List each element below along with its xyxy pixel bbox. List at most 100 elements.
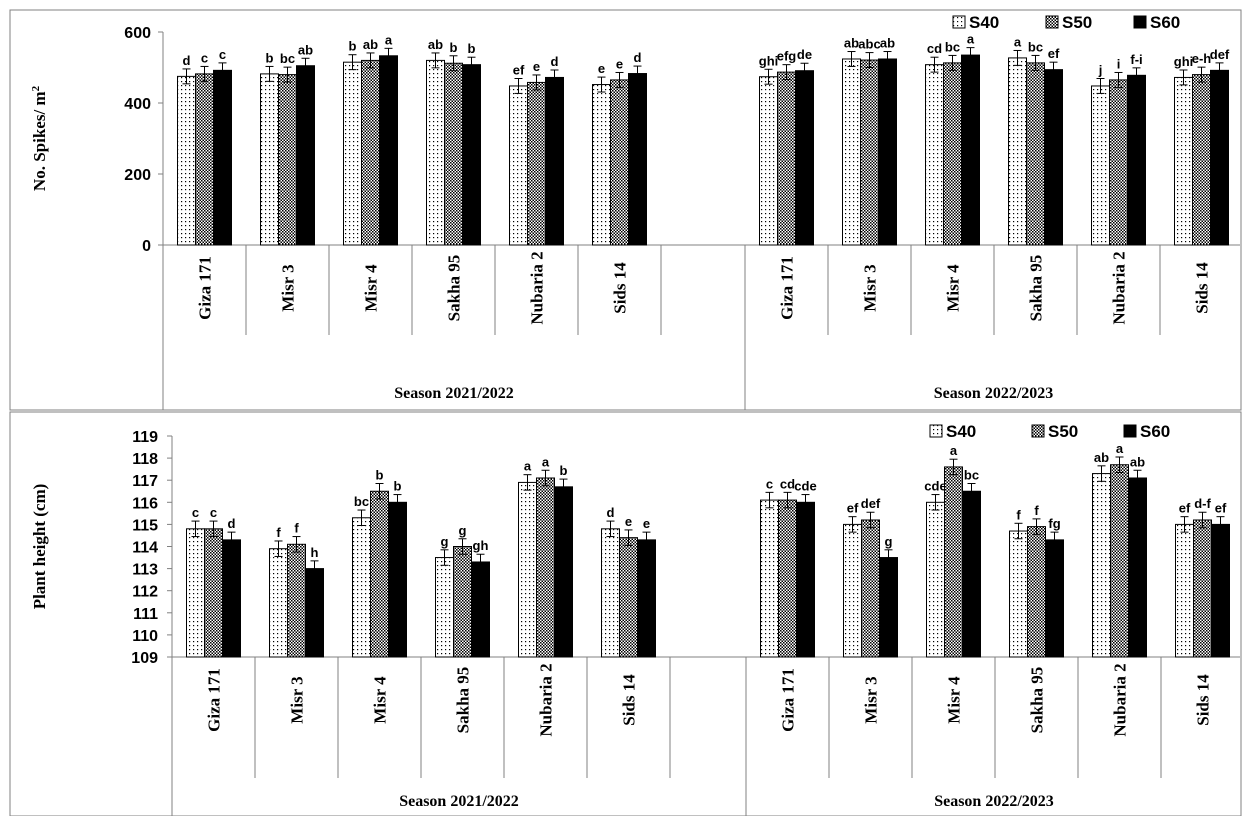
bar-s50 [619, 537, 638, 658]
category-label: Misr 3 [861, 264, 880, 311]
category-label: Misr 4 [371, 676, 390, 724]
significance-label: b [394, 479, 402, 494]
bar-s60 [879, 557, 898, 658]
significance-label: g [441, 534, 449, 549]
category-label: Misr 3 [288, 676, 307, 723]
bar-s60 [554, 486, 573, 658]
significance-label: f-i [1130, 52, 1142, 67]
bar-s60 [305, 568, 324, 658]
bar-s40 [1091, 85, 1110, 246]
y-tick-label: 0 [142, 238, 151, 255]
significance-label: e [643, 516, 650, 531]
bar-s60 [545, 76, 564, 246]
bar-s40 [1092, 473, 1111, 658]
bar-s50 [361, 59, 380, 246]
legend-label: S50 [1048, 422, 1078, 441]
category-label: Giza 171 [779, 668, 798, 732]
bar-s40 [509, 85, 528, 246]
category-label: Sids 14 [611, 262, 630, 314]
significance-label: cd [927, 41, 942, 56]
legend-label: S40 [969, 13, 999, 32]
significance-label: ghi [1174, 54, 1194, 69]
bar-s40 [842, 58, 861, 246]
category-label: Giza 171 [778, 256, 797, 320]
bar-s50 [1109, 79, 1128, 246]
bar-s50 [1026, 62, 1045, 246]
bar-s40 [426, 59, 445, 246]
category-label: Sids 14 [1194, 674, 1213, 726]
y-tick-label: 400 [124, 96, 151, 113]
significance-label: b [468, 41, 476, 56]
legend-swatch-s40 [952, 15, 966, 29]
bar-s60 [1044, 69, 1063, 246]
bar-s50 [195, 73, 214, 246]
significance-label: gh [473, 538, 489, 553]
bar-s50 [278, 74, 297, 246]
legend-label: S60 [1140, 422, 1170, 441]
category-label: Nubaria 2 [1110, 251, 1129, 324]
season-label: Season 2022/2023 [934, 385, 1054, 402]
significance-label: f [1034, 503, 1039, 518]
legend-swatch-s50 [1031, 424, 1045, 438]
season-label: Season 2021/2022 [399, 793, 519, 810]
significance-label: ab [298, 42, 313, 57]
y-tick-label: 117 [132, 473, 158, 490]
significance-label: c [201, 50, 208, 65]
bar-s40 [926, 501, 945, 658]
significance-label: c [210, 505, 217, 520]
bar-s50 [204, 528, 223, 658]
bar-s50 [777, 71, 796, 246]
significance-label: bc [964, 468, 979, 483]
y-tick-label: 111 [133, 606, 158, 623]
season-label: Season 2021/2022 [394, 385, 514, 402]
bar-s60 [795, 70, 814, 246]
significance-label: cd [780, 476, 795, 491]
significance-label: ef [1215, 501, 1227, 516]
category-label: Misr 3 [862, 676, 881, 723]
category-label: Nubaria 2 [528, 251, 547, 324]
significance-label: ab [428, 37, 443, 52]
category-label: Nubaria 2 [537, 663, 556, 736]
category-label: Giza 171 [205, 668, 224, 732]
bar-s50 [1110, 464, 1129, 658]
significance-label: f [1016, 507, 1021, 522]
significance-label: d [228, 516, 236, 531]
bar-s60 [962, 490, 981, 658]
bar-s50 [536, 477, 555, 658]
y-tick-label: 118 [132, 451, 158, 468]
y-tick-label: 112 [132, 584, 158, 601]
legend-swatch-s40 [929, 424, 943, 438]
category-label: Misr 4 [944, 264, 963, 312]
significance-label: c [192, 505, 199, 520]
bar-s40 [1175, 523, 1194, 658]
significance-label: abc [858, 37, 880, 52]
bar-s50 [1192, 74, 1211, 246]
bar-s50 [944, 466, 963, 658]
y-tick-label: 600 [124, 25, 151, 42]
legend-label: S40 [946, 422, 976, 441]
bar-s60 [213, 69, 232, 246]
legend-swatch-s60 [1123, 424, 1137, 438]
bar-s50 [610, 79, 629, 246]
y-tick-label: 110 [132, 628, 158, 645]
category-label: Sakha 95 [445, 255, 464, 322]
bar-s40 [352, 517, 371, 658]
significance-label: ab [1094, 450, 1109, 465]
bar-s40 [186, 528, 205, 658]
bar-s50 [444, 62, 463, 246]
bar-s40 [760, 499, 779, 658]
bar-s40 [925, 64, 944, 246]
bar-s40 [592, 84, 611, 246]
significance-label: b [349, 39, 357, 54]
category-label: Misr 3 [279, 264, 298, 311]
bar-s60 [1210, 69, 1229, 246]
significance-label: def [861, 496, 881, 511]
bar-s60 [878, 58, 897, 246]
significance-label: b [376, 468, 384, 483]
bar-s60 [961, 54, 980, 246]
significance-label: efg [777, 49, 797, 64]
category-label: Giza 171 [196, 256, 215, 320]
y-tick-label: 113 [132, 562, 158, 579]
